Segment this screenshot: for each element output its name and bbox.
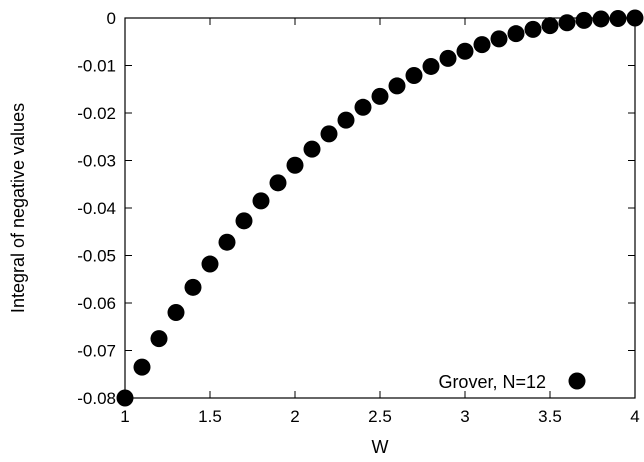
x-tick-label: 1.5 [198,407,222,426]
y-axis-ticks: 0 -0.01 -0.02 -0.03 -0.04 -0.05 -0.06 -0.07 -0.0… [77,9,635,408]
y-tick-label: -0.03 [77,152,116,171]
x-tick-label: 4 [630,407,639,426]
data-point [558,14,576,32]
data-points [116,9,644,407]
data-point [150,330,168,348]
data-point [337,111,355,129]
data-point [218,233,236,251]
plot-frame [124,17,636,399]
data-point [371,87,389,105]
x-tick-label: 3.5 [538,407,562,426]
data-point [490,30,508,48]
y-tick-label: -0.06 [77,294,116,313]
y-axis-label: Integral of negative values [8,103,28,313]
x-tick-label: 2 [290,407,299,426]
data-point [541,17,559,35]
x-tick-label: 2.5 [368,407,392,426]
legend-label: Grover, N=12 [438,372,546,392]
x-tick-label: 1 [120,407,129,426]
x-tick-label: 3 [460,407,469,426]
data-point [133,358,151,376]
data-point [184,278,202,296]
data-point [286,156,304,174]
data-point [252,192,270,210]
data-point [422,57,440,75]
data-point [507,25,525,43]
data-point [575,11,593,29]
data-point [235,212,253,230]
y-tick-label: 0 [107,9,116,28]
legend: Grover, N=12 [438,372,586,392]
y-tick-label: -0.05 [77,247,116,266]
y-tick-label: -0.08 [77,389,116,408]
data-point [303,140,321,158]
data-point [456,42,474,60]
y-tick-label: -0.04 [77,199,116,218]
data-point [388,77,406,95]
data-point [473,36,491,54]
data-point [167,304,185,321]
data-point [439,49,457,67]
data-point [405,66,423,84]
data-point [320,125,338,143]
data-point [592,10,610,28]
y-tick-label: -0.07 [77,342,116,361]
data-point [269,174,287,192]
x-axis-label: W [372,437,389,457]
data-point [354,98,372,116]
x-axis-ticks: 1 1.5 2 2.5 3 3.5 4 [120,18,640,426]
data-point [524,20,542,38]
y-tick-label: -0.01 [77,57,116,76]
y-tick-label: -0.02 [77,104,116,123]
data-point [201,255,219,273]
legend-marker [568,372,586,390]
